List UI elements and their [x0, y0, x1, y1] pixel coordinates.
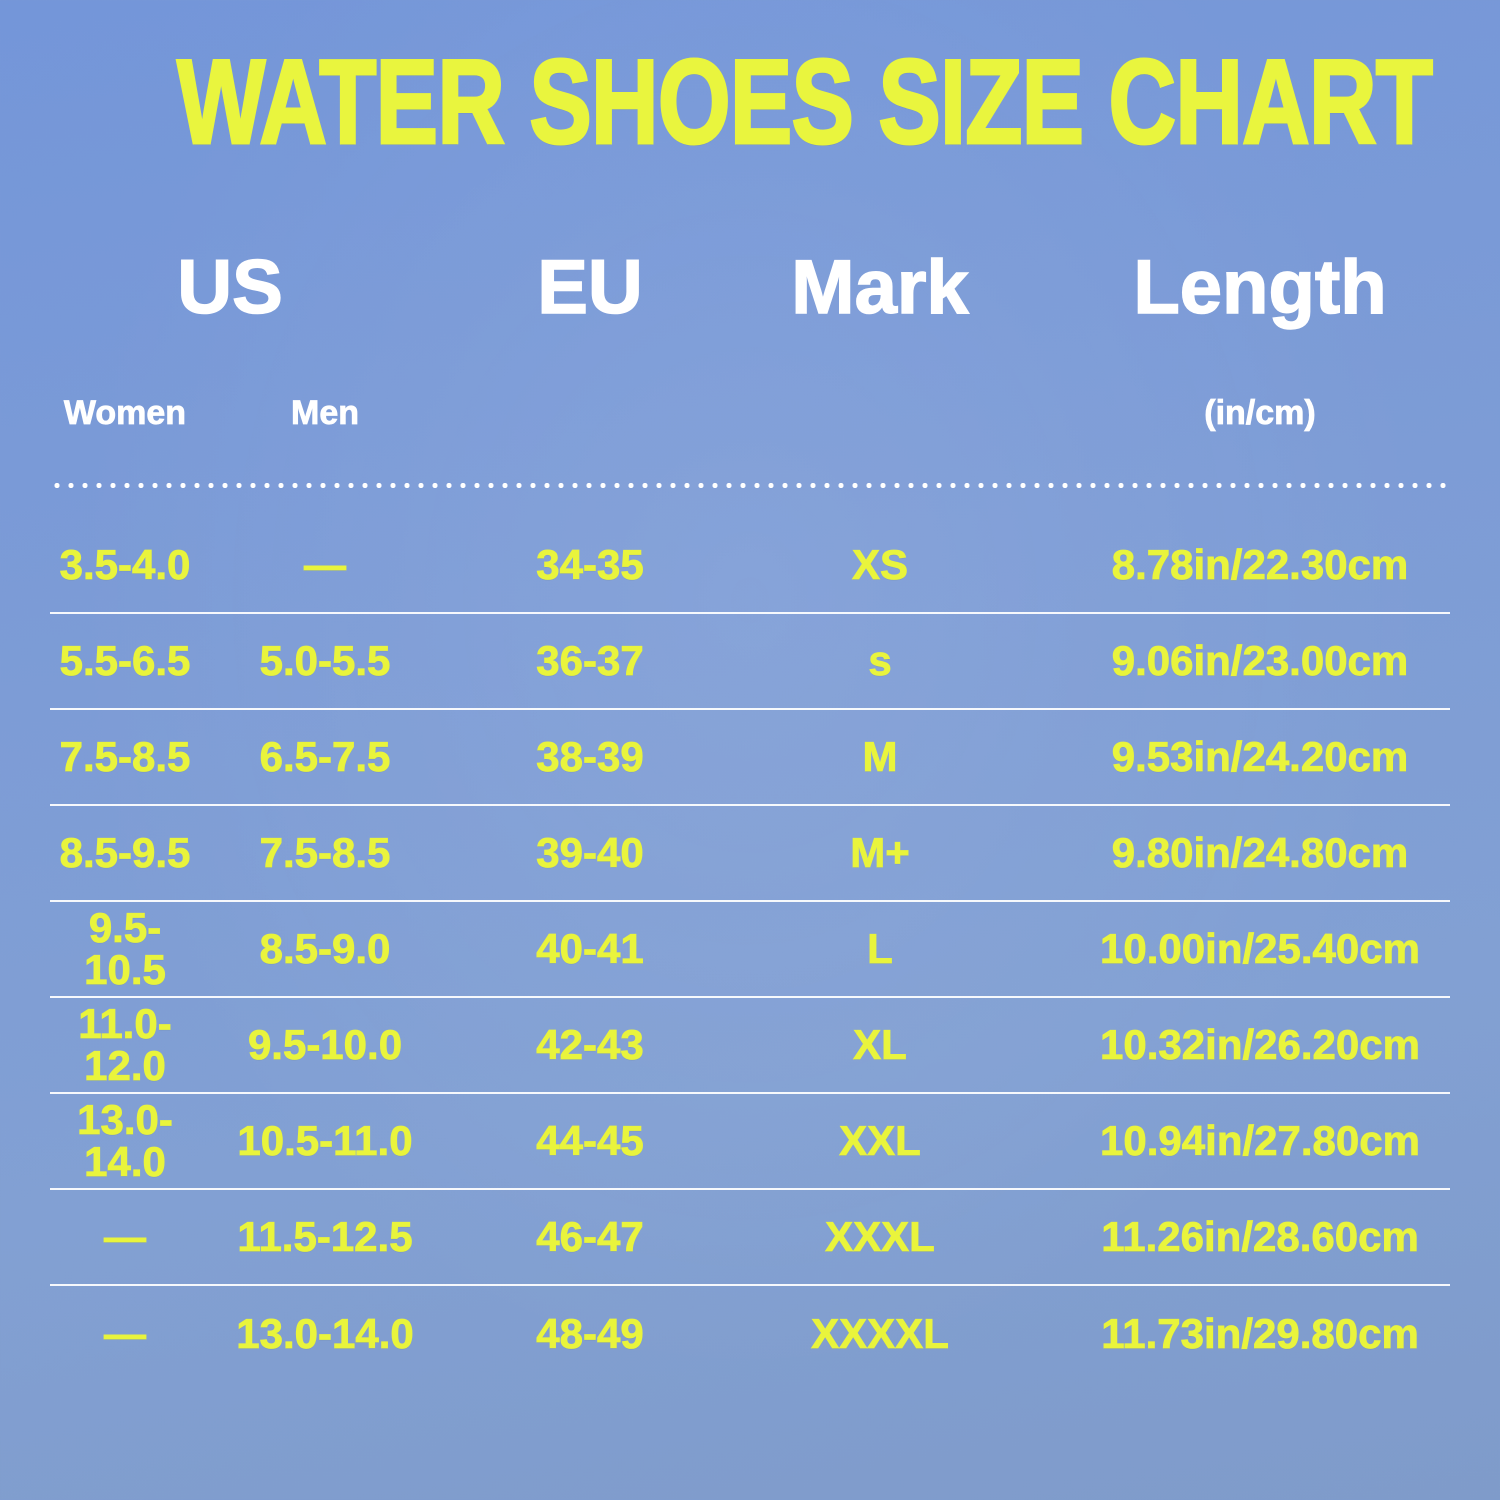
- table-cell: —: [104, 1213, 147, 1260]
- table-row: — 13.0-14.0 48-49 XXXXL 11.73in/29.80cm: [50, 1286, 1450, 1382]
- table-cell: 9.53in/24.20cm: [1111, 733, 1409, 780]
- table-cell: 8.78in/22.30cm: [1111, 541, 1409, 588]
- subheader-eu-spacer: [450, 393, 730, 434]
- table-cell: 10.32in/26.20cm: [1100, 1021, 1421, 1068]
- table-row: — 11.5-12.5 46-47 XXXL 11.26in/28.60cm: [50, 1190, 1450, 1286]
- table-cell: s: [868, 637, 892, 684]
- table-cell: —: [304, 541, 347, 588]
- table-cell: 40-41: [536, 925, 644, 972]
- table-cell: —: [104, 1310, 147, 1357]
- table-cell: 42-43: [536, 1021, 644, 1068]
- table-row: 7.5-8.5 6.5-7.5 38-39 M 9.53in/24.20cm: [50, 710, 1450, 806]
- table-cell: XXL: [839, 1117, 921, 1164]
- table-cell: L: [867, 925, 893, 972]
- table-row: 11.0-12.0 9.5-10.0 42-43 XL 10.32in/26.20cm: [50, 998, 1450, 1094]
- table-cell: 5.5-6.5: [59, 637, 191, 684]
- table-cell: XXXXL: [811, 1310, 950, 1357]
- table-cell: 38-39: [536, 733, 644, 780]
- table-cell: 9.5-10.0: [247, 1021, 403, 1068]
- table-cell: 11.73in/29.80cm: [1101, 1310, 1419, 1357]
- subheader-men: Men: [291, 394, 360, 433]
- table-cell: 9.5-10.5: [84, 904, 167, 993]
- table-cell: XS: [851, 541, 909, 588]
- table-cell: XL: [853, 1021, 907, 1068]
- column-header-mark: Mark: [791, 245, 970, 330]
- table-cell: 10.00in/25.40cm: [1100, 925, 1421, 972]
- table-cell: 39-40: [536, 829, 644, 876]
- table-cell: M+: [850, 829, 910, 876]
- table-cell: 13.0-14.0: [77, 1096, 174, 1185]
- table-cell: 34-35: [536, 541, 644, 588]
- dotted-divider: [50, 482, 1450, 489]
- table-cell: 48-49: [536, 1310, 644, 1357]
- table-cell: 46-47: [536, 1213, 644, 1260]
- table-cell: 11.5-12.5: [237, 1213, 413, 1260]
- table-row: 8.5-9.5 7.5-8.5 39-40 M+ 9.80in/24.80cm: [50, 806, 1450, 902]
- table-cell: 44-45: [536, 1117, 644, 1164]
- column-header-length: Length: [1133, 245, 1388, 330]
- table-row: 13.0-14.0 10.5-11.0 44-45 XXL 10.94in/27.80c…: [50, 1094, 1450, 1190]
- table-cell: 7.5-8.5: [259, 829, 391, 876]
- table-row: 9.5-10.5 8.5-9.0 40-41 L 10.00in/25.40cm: [50, 902, 1450, 998]
- table-cell: 9.06in/23.00cm: [1111, 637, 1409, 684]
- table-cell: 11.0-12.0: [78, 1000, 172, 1089]
- size-table-body: 3.5-4.0 — 34-35 XS 8.78in/22.30cm 5.5-6.5 5.0-…: [50, 518, 1450, 1382]
- sub-header-row: Women Men (in/cm): [50, 393, 1450, 434]
- page-title: WATER SHOES SIZE CHART: [0, 35, 1500, 169]
- column-header-row: US EU Mark Length: [50, 245, 1450, 330]
- table-cell: 9.80in/24.80cm: [1111, 829, 1409, 876]
- table-row: 5.5-6.5 5.0-5.5 36-37 s 9.06in/23.00cm: [50, 614, 1450, 710]
- table-cell: 8.5-9.5: [59, 829, 191, 876]
- subheader-mark-spacer: [730, 393, 1010, 434]
- table-cell: 10.5-11.0: [237, 1117, 413, 1164]
- table-cell: 8.5-9.0: [259, 925, 391, 972]
- subheader-length-unit: (in/cm): [1204, 394, 1316, 433]
- column-header-eu: EU: [536, 245, 643, 330]
- table-cell: 5.0-5.5: [259, 637, 391, 684]
- column-header-us: US: [176, 245, 283, 330]
- table-cell: M: [862, 733, 898, 780]
- table-cell: 11.26in/28.60cm: [1101, 1213, 1419, 1260]
- table-cell: 36-37: [536, 637, 644, 684]
- table-row: 3.5-4.0 — 34-35 XS 8.78in/22.30cm: [50, 518, 1450, 614]
- table-cell: 10.94in/27.80cm: [1100, 1117, 1421, 1164]
- page-title-text: WATER SHOES SIZE CHART: [176, 35, 1434, 169]
- table-cell: 3.5-4.0: [59, 541, 191, 588]
- table-cell: 7.5-8.5: [59, 733, 191, 780]
- subheader-women: Women: [63, 394, 187, 433]
- table-cell: XXXL: [825, 1213, 936, 1260]
- table-cell: 6.5-7.5: [259, 733, 391, 780]
- table-cell: 13.0-14.0: [236, 1310, 414, 1357]
